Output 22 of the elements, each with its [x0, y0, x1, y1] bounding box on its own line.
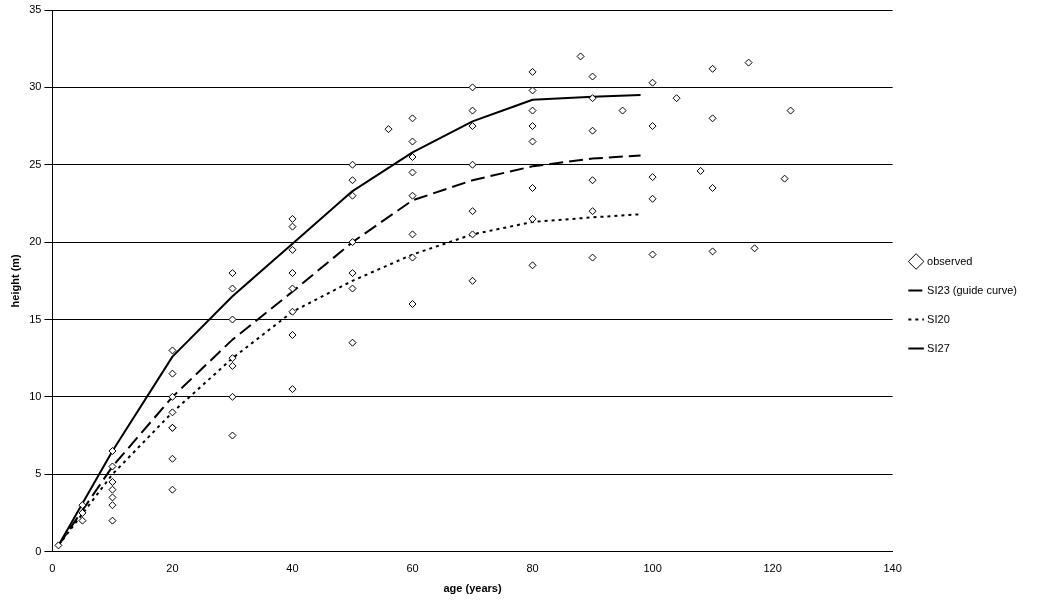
x-tick-label: 120 [763, 562, 782, 575]
legend-label: observed [927, 254, 973, 267]
legend-label: SI27 [927, 341, 950, 354]
x-tick-label: 40 [286, 562, 299, 575]
x-tick-label: 20 [166, 562, 179, 575]
y-tick-label: 20 [29, 235, 42, 248]
y-tick-label: 30 [29, 80, 42, 93]
x-tick-label: 80 [526, 562, 539, 575]
x-tick-label: 0 [49, 562, 56, 575]
legend-label: SI20 [927, 312, 950, 325]
y-tick-label: 0 [35, 544, 42, 557]
y-tick-label: 15 [29, 312, 42, 325]
x-axis-title: age (years) [443, 582, 502, 595]
x-tick-label: 140 [883, 562, 902, 575]
y-tick-label: 35 [29, 3, 42, 16]
x-tick-label: 100 [643, 562, 662, 575]
y-axis-title: height (m) [8, 253, 21, 308]
y-tick-label: 10 [29, 389, 42, 402]
legend-label: SI23 (guide curve) [927, 283, 1018, 296]
y-tick-label: 25 [29, 157, 42, 170]
y-tick-label: 5 [35, 467, 42, 480]
x-tick-label: 60 [406, 562, 419, 575]
